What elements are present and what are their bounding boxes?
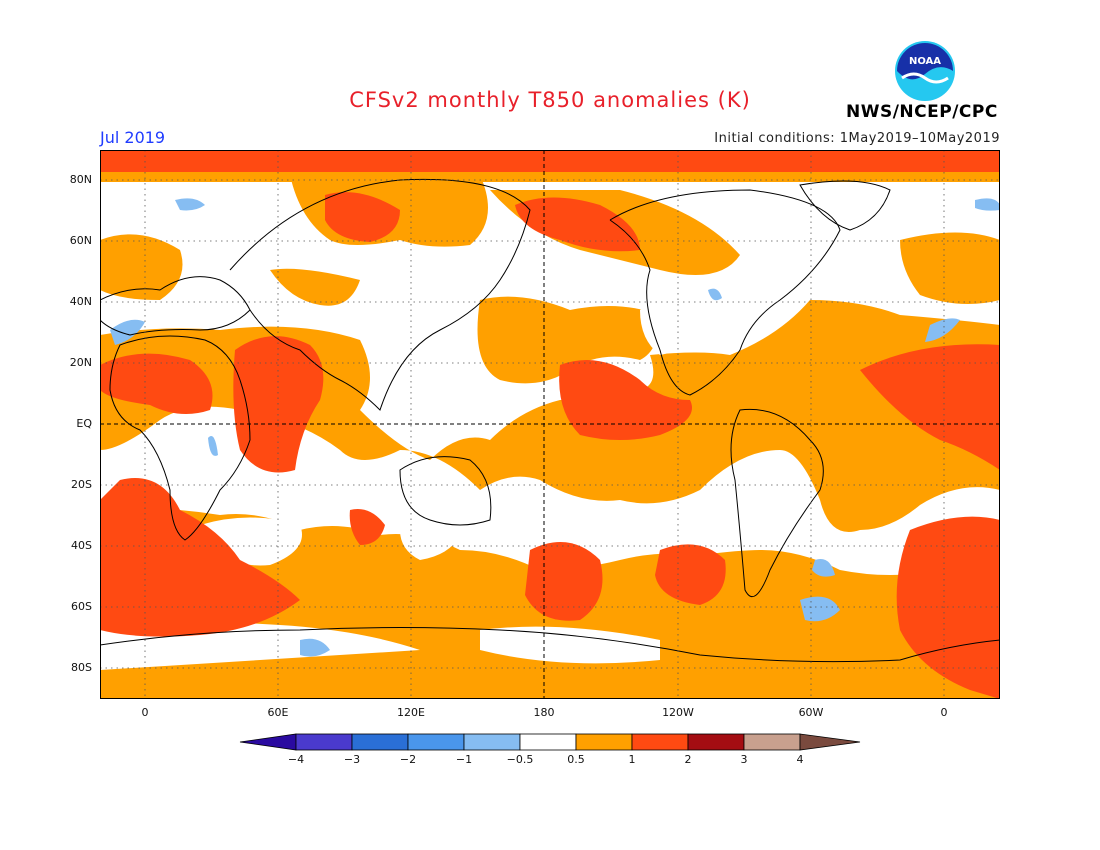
agency-label: NWS/NCEP/CPC — [846, 102, 998, 122]
colorbar-bin — [295, 733, 353, 751]
colorbar-label: −3 — [343, 753, 361, 766]
colorbar-label: 4 — [796, 753, 804, 766]
colorbar-label: −2 — [399, 753, 417, 766]
colorbar-label: 2 — [684, 753, 692, 766]
lon-label: 120E — [397, 706, 425, 719]
lat-label: EQ — [76, 417, 92, 430]
noaa-logo-icon: NOAA — [895, 41, 955, 101]
equator-dateline — [100, 150, 1000, 699]
anomaly-map — [100, 150, 1000, 699]
lat-label: 20N — [69, 356, 92, 369]
map-frame — [100, 150, 1000, 699]
anomaly-region-blue — [110, 198, 1000, 657]
lon-label: 180 — [533, 706, 555, 719]
lat-label: 40S — [71, 539, 92, 552]
initial-conditions: Initial conditions: 1May2019–10May2019 — [714, 131, 1000, 146]
colorbar-bin — [631, 733, 689, 751]
colorbar-bin — [407, 733, 465, 751]
lat-label: 80S — [71, 661, 92, 674]
lon-label: 120W — [662, 706, 694, 719]
colorbar-bin — [743, 733, 801, 751]
map-title: CFSv2 monthly T850 anomalies (K) — [349, 88, 751, 112]
colorbar-arrow-low — [239, 733, 297, 751]
colorbar-label: −0.5 — [506, 753, 534, 766]
colorbar-label: 3 — [740, 753, 748, 766]
colorbar-bin — [519, 733, 577, 751]
valid-month: Jul 2019 — [100, 128, 166, 147]
colorbar-label: 1 — [628, 753, 636, 766]
colorbar-bin — [575, 733, 633, 751]
graticule — [100, 150, 1000, 699]
lat-label: 40N — [69, 295, 92, 308]
colorbar-arrow-high — [799, 733, 861, 751]
lon-label: 0 — [141, 706, 149, 719]
lon-label: 60W — [798, 706, 824, 719]
colorbar — [239, 733, 861, 751]
colorbar-label: −1 — [455, 753, 473, 766]
colorbar-bin — [463, 733, 521, 751]
lat-label: 80N — [69, 173, 92, 186]
colorbar-label: 0.5 — [567, 753, 585, 766]
lon-label: 0 — [940, 706, 948, 719]
lat-label: 60N — [69, 234, 92, 247]
colorbar-bin — [687, 733, 745, 751]
lat-label: 60S — [71, 600, 92, 613]
noaa-logo-text: NOAA — [909, 56, 941, 67]
colorbar-label: −4 — [287, 753, 305, 766]
coastlines — [100, 178, 1000, 663]
lon-label: 60E — [267, 706, 289, 719]
colorbar-bin — [351, 733, 409, 751]
lat-label: 20S — [71, 478, 92, 491]
